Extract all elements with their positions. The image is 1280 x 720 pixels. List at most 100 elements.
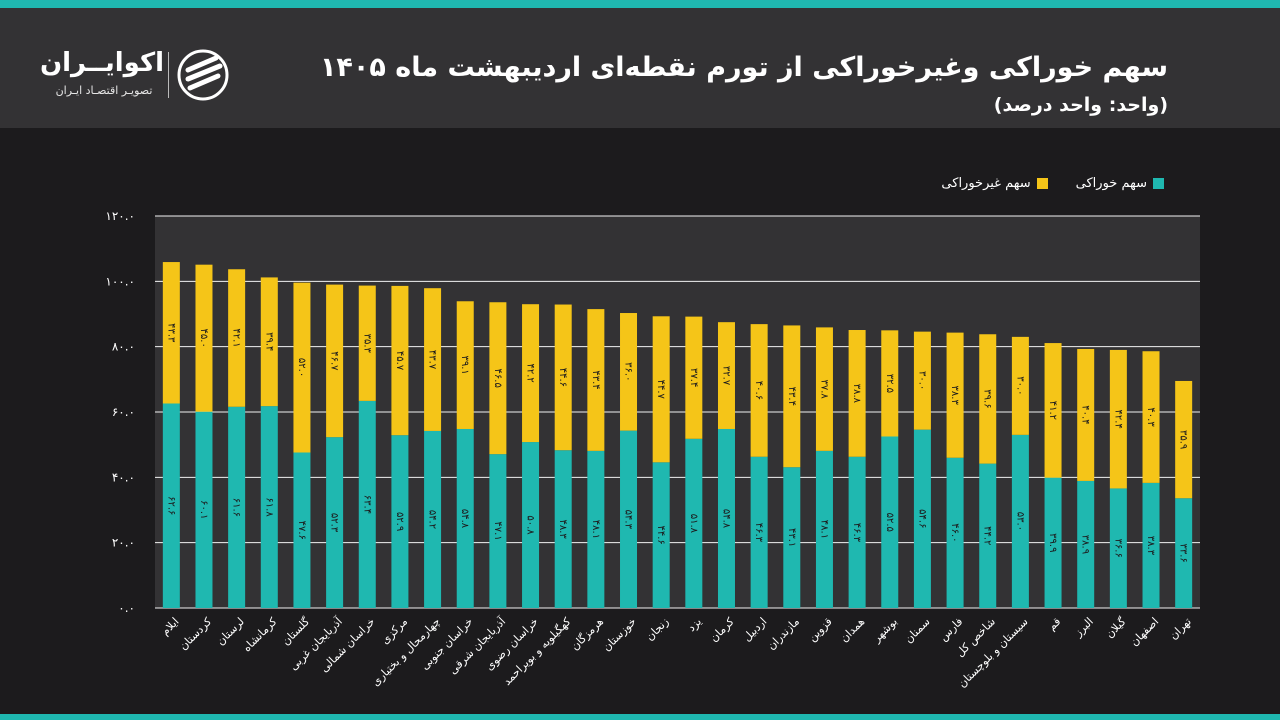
bottom-accent-strip — [0, 714, 1280, 720]
data-label-nonfood: ۳۷.۸ — [818, 379, 829, 399]
data-label-food: ۴۸.۱ — [590, 520, 601, 539]
data-label-nonfood: ۳۷.۴ — [688, 368, 699, 387]
bar-food — [1077, 480, 1095, 608]
bar-food — [587, 450, 605, 608]
data-label-nonfood: ۳۸.۸ — [851, 384, 862, 404]
data-label-food: ۵۲.۳ — [329, 513, 340, 533]
bar-food — [685, 438, 703, 608]
bar-food — [848, 456, 866, 608]
legend-item-food: سهم خوراکی — [1076, 176, 1164, 191]
bar-nonfood — [358, 285, 376, 401]
top-accent-strip — [0, 0, 1280, 8]
bar-food — [946, 457, 964, 608]
bar-nonfood — [554, 304, 572, 451]
bar-nonfood — [1109, 349, 1127, 489]
x-tick-label: البرز — [1071, 615, 1096, 640]
x-tick-label: زنجان — [643, 615, 671, 643]
data-label-nonfood: ۳۶.۰ — [623, 362, 634, 381]
data-label-nonfood: ۳۲.۷ — [720, 366, 731, 386]
bar-nonfood — [522, 304, 540, 443]
data-label-food: ۶۱.۶ — [231, 498, 242, 517]
x-tick-label: همدان — [838, 615, 868, 645]
data-label-food: ۳۳.۶ — [1178, 543, 1189, 562]
data-label-nonfood: ۴۰.۶ — [753, 381, 764, 400]
bar-food — [652, 462, 670, 608]
data-label-food: ۳۶.۶ — [1112, 539, 1123, 558]
data-label-nonfood: ۴۶.۷ — [329, 351, 340, 371]
bar-nonfood — [195, 264, 213, 412]
bar-nonfood — [1175, 380, 1193, 499]
legend-label-nonfood: سهم غیرخوراکی — [941, 176, 1031, 191]
bar-food — [391, 435, 409, 608]
legend-label-food: سهم خوراکی — [1075, 176, 1147, 191]
bar-nonfood — [1011, 336, 1029, 435]
x-tick-label: اصفهان — [1128, 615, 1162, 649]
data-label-food: ۶۱.۸ — [263, 497, 274, 517]
bar-food — [815, 450, 833, 608]
bar-nonfood — [1142, 351, 1160, 483]
bar-nonfood — [228, 269, 246, 407]
chart-legend: سهم غیرخوراکی سهم خوراکی — [941, 176, 1164, 191]
data-label-nonfood: ۳۰.۰ — [1014, 376, 1025, 395]
bar-food — [1044, 477, 1062, 608]
data-label-nonfood: ۴۴.۷ — [655, 380, 666, 400]
bar-nonfood — [489, 302, 507, 455]
data-label-food: ۴۶.۰ — [949, 523, 960, 542]
data-label-nonfood: ۳۹.۴ — [263, 332, 274, 351]
data-label-nonfood: ۵۲.۰ — [296, 358, 307, 377]
y-tick-label: ۴۰.۰ — [112, 470, 135, 484]
bar-food — [326, 437, 344, 608]
bar-food — [424, 430, 442, 608]
data-label-food: ۴۶.۳ — [753, 523, 764, 543]
x-tick-label: فارس — [937, 615, 966, 644]
x-tick-label: هرمزگان — [568, 615, 606, 653]
data-label-nonfood: ۳۹.۱ — [459, 355, 470, 374]
page-subtitle: (واحد: واحد درصد) — [993, 94, 1168, 116]
data-label-food: ۴۸.۳ — [557, 519, 568, 539]
bar-food — [1109, 488, 1127, 608]
data-label-food: ۴۷.۶ — [296, 521, 307, 540]
bar-food — [489, 454, 507, 608]
x-tick-label: آذربایجان شرقی — [446, 614, 509, 677]
data-label-nonfood: ۳۸.۳ — [949, 386, 960, 406]
bar-food — [228, 406, 246, 608]
legend-swatch-nonfood — [1036, 178, 1048, 189]
bar-food — [1011, 434, 1029, 608]
x-tick-label: گیلان — [1103, 615, 1129, 641]
bar-food — [783, 467, 801, 608]
x-tick-label: کردستان — [177, 615, 215, 653]
bar-food — [750, 456, 768, 608]
data-label-nonfood: ۴۳.۴ — [786, 387, 797, 406]
data-label-nonfood: ۴۲.۱ — [231, 328, 242, 347]
x-tick-label: خوزستان — [600, 615, 639, 654]
x-tick-label: تهران — [1167, 615, 1194, 642]
data-label-food: ۳۸.۹ — [1080, 535, 1091, 554]
bar-food — [1142, 482, 1160, 608]
data-label-food: ۴۸.۱ — [818, 520, 829, 539]
bar-nonfood — [293, 282, 311, 453]
y-tick-label: ۶۰.۰ — [112, 405, 135, 419]
data-label-nonfood: ۴۲.۲ — [525, 363, 536, 382]
data-label-nonfood: ۳۵.۹ — [1178, 430, 1189, 449]
data-label-food: ۴۶.۳ — [851, 523, 862, 543]
data-label-nonfood: ۴۲.۴ — [1112, 410, 1123, 429]
bar-food — [620, 430, 638, 608]
data-label-food: ۵۴.۲ — [427, 510, 438, 529]
data-label-food: ۵۴.۸ — [720, 509, 731, 529]
data-label-nonfood: ۴۳.۴ — [590, 370, 601, 389]
data-label-nonfood: ۴۵.۰ — [198, 329, 209, 348]
data-label-nonfood: ۴۱.۲ — [1047, 401, 1058, 420]
data-label-nonfood: ۴۴.۶ — [557, 368, 568, 387]
data-label-food: ۴۷.۱ — [492, 521, 503, 540]
bar-food — [881, 436, 899, 608]
data-label-nonfood: ۳۲.۵ — [884, 374, 895, 393]
bar-nonfood — [848, 330, 866, 457]
data-label-food: ۵۰.۸ — [525, 515, 536, 535]
bar-nonfood — [685, 316, 703, 439]
data-label-food: ۵۲.۹ — [394, 512, 405, 531]
data-label-nonfood: ۴۰.۳ — [1145, 407, 1156, 427]
bar-nonfood — [815, 327, 833, 451]
bar-food — [260, 406, 278, 608]
bar-nonfood — [717, 322, 735, 429]
data-label-nonfood: ۳۰.۰ — [916, 371, 927, 390]
